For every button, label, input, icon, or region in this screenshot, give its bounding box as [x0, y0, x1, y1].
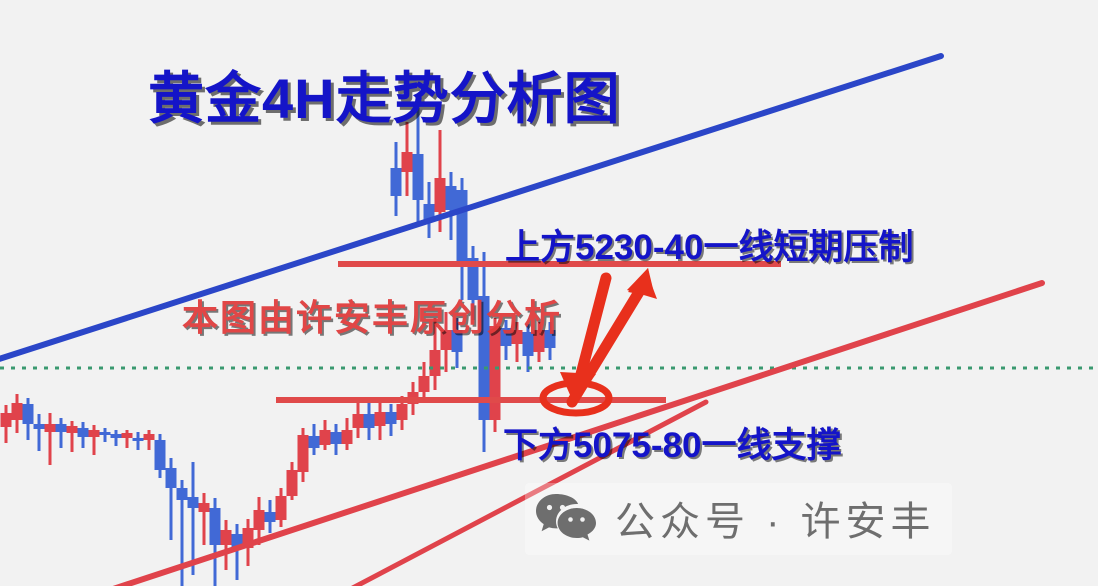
candle-body	[544, 330, 556, 348]
candle-body	[231, 534, 243, 548]
candle-body	[363, 414, 375, 428]
candle-body	[187, 497, 199, 508]
upper-channel-trendline	[0, 53, 944, 362]
candle-body	[286, 470, 298, 496]
candle-body	[154, 440, 166, 470]
candle-body	[390, 168, 402, 196]
candle-wick	[191, 462, 195, 575]
candle-body	[401, 152, 413, 172]
candle-body	[423, 204, 435, 222]
candle-body	[11, 403, 23, 420]
candle-body	[209, 508, 221, 545]
candle-body	[374, 412, 386, 426]
candle-body	[165, 468, 177, 488]
candle-body	[352, 414, 364, 428]
wechat-watermark: 公众号 · 许安丰	[525, 483, 952, 555]
candle-body	[489, 326, 501, 420]
candle-wick	[202, 493, 206, 545]
candle-body	[319, 430, 331, 445]
candle-body	[500, 328, 512, 346]
lower-channel-trendline	[112, 280, 1045, 586]
candle-body	[198, 503, 210, 512]
candle-body	[445, 186, 457, 210]
candle-body	[44, 424, 56, 432]
candle-body	[110, 434, 122, 438]
candle-body	[0, 413, 12, 427]
support-annotation-label: 下方5075-80一线支撑	[503, 426, 842, 465]
candle-body	[456, 190, 468, 262]
candle-body	[467, 258, 479, 300]
candle-body	[412, 154, 424, 200]
candle-body	[418, 376, 430, 392]
candle-body	[132, 438, 144, 441]
candle-body	[275, 496, 287, 520]
wechat-icon	[536, 494, 596, 541]
candle-body	[33, 424, 45, 429]
candle-body	[253, 510, 265, 530]
candle-body	[22, 404, 34, 424]
candlestick-series	[0, 108, 556, 586]
candle-body	[55, 424, 67, 432]
resistance-annotation-label: 上方5230-40一线短期压制	[505, 228, 914, 267]
candle-body	[451, 330, 463, 352]
candle-wick	[59, 418, 63, 448]
candle-body	[88, 430, 100, 437]
support-marker-ellipse	[539, 379, 613, 417]
candle-wick	[37, 414, 41, 451]
candle-body	[242, 528, 254, 548]
candle-wick	[70, 421, 74, 452]
candle-body	[220, 530, 232, 545]
candle-wick	[48, 413, 52, 465]
descending-trendline	[351, 399, 709, 586]
candle-body	[176, 488, 188, 500]
candle-body	[522, 332, 534, 356]
candle-body	[308, 436, 320, 448]
candle-body	[143, 434, 155, 440]
candle-body	[440, 330, 452, 350]
candle-body	[478, 296, 490, 420]
candle-body	[330, 432, 342, 444]
candle-body	[396, 404, 408, 420]
candle-body	[77, 428, 89, 437]
candle-body	[533, 330, 545, 352]
candle-wick	[235, 524, 239, 580]
candle-body	[264, 512, 276, 522]
candle-body	[385, 412, 397, 424]
candle-wick	[92, 425, 96, 455]
candle-wick	[180, 480, 184, 586]
candle-body	[511, 330, 523, 344]
candle-body	[341, 430, 353, 444]
candle-body	[66, 426, 78, 433]
author-watermark-text: 本图由许安丰原创分析	[182, 297, 563, 338]
candle-body	[99, 432, 111, 435]
candle-body	[121, 433, 133, 438]
chart-title: 黄金4H走势分析图	[148, 67, 621, 130]
candle-body	[297, 435, 309, 472]
candle-body	[434, 178, 446, 212]
candle-wick	[125, 430, 129, 448]
candle-wick	[169, 458, 173, 540]
candle-body	[429, 350, 441, 376]
wechat-watermark-text: 公众号 · 许安丰	[615, 500, 936, 544]
